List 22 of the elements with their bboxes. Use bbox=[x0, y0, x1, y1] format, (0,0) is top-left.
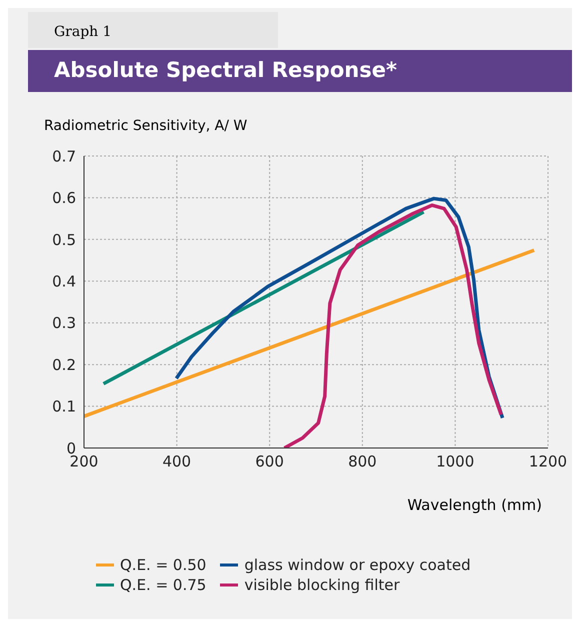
x-tick-label: 400 bbox=[162, 452, 192, 471]
chart-subtitle: Graph 1 bbox=[28, 12, 278, 48]
legend-label: visible blocking filter bbox=[244, 576, 400, 594]
x-tick-label: 200 bbox=[70, 452, 98, 471]
chart-title: Absolute Spectral Response* bbox=[28, 50, 572, 92]
legend-label: Q.E. = 0.75 bbox=[120, 576, 206, 594]
x-tick-label: 800 bbox=[348, 452, 377, 471]
y-tick-label: 0.7 bbox=[52, 147, 76, 166]
x-tick-label: 600 bbox=[255, 452, 284, 471]
y-tick-label: 0.2 bbox=[52, 356, 76, 374]
x-tick-label: 1000 bbox=[436, 452, 474, 471]
line-series bbox=[282, 203, 503, 448]
y-tick-label: 0.3 bbox=[52, 314, 76, 332]
y-tick-label: 0.6 bbox=[52, 189, 76, 208]
x-axis-title: Wavelength (mm) bbox=[407, 496, 542, 514]
legend-label: Q.E. = 0.50 bbox=[120, 556, 206, 574]
x-tick-label: 1200 bbox=[528, 452, 568, 471]
y-axis-title: Radiometric Sensitivity, A/ W bbox=[44, 118, 248, 134]
legend-label: glass window or epoxy coated bbox=[244, 556, 471, 574]
y-tick-label: 0.1 bbox=[52, 398, 76, 416]
y-tick-label: 0.5 bbox=[52, 230, 76, 249]
y-tick-label: 0.4 bbox=[52, 272, 76, 290]
